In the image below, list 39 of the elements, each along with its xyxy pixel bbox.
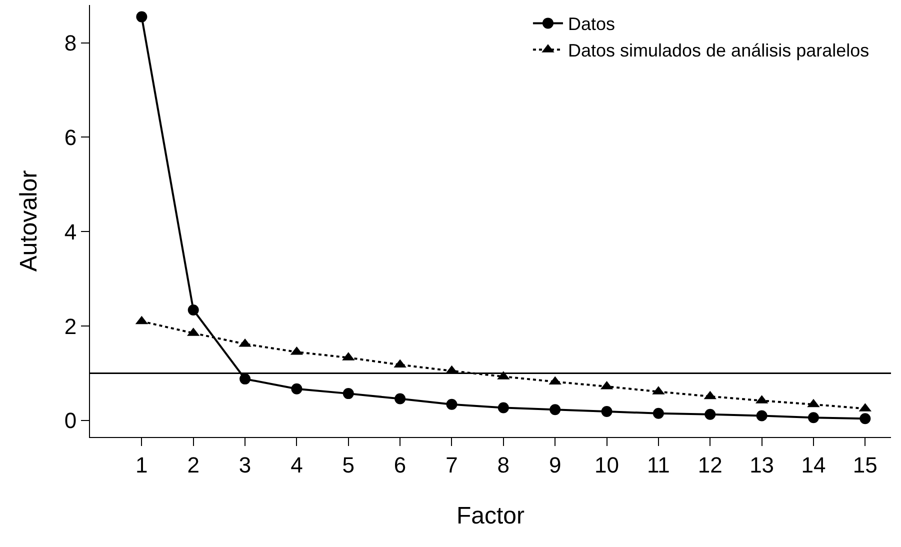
y-tick-label: 8 bbox=[64, 30, 77, 56]
x-tick-label: 12 bbox=[698, 452, 722, 478]
point bbox=[550, 404, 561, 416]
x-tick-label: 2 bbox=[187, 452, 200, 478]
point bbox=[394, 393, 406, 404]
point bbox=[808, 412, 819, 424]
point bbox=[652, 408, 664, 419]
x-tick-label: 7 bbox=[446, 452, 458, 478]
x-tick-label: 9 bbox=[548, 452, 562, 478]
point bbox=[601, 406, 612, 417]
x-tick-label: 5 bbox=[342, 452, 355, 478]
x-tick-label: 15 bbox=[852, 452, 878, 478]
point bbox=[498, 402, 509, 414]
x-tick-label: 1 bbox=[136, 452, 148, 478]
x-axis-title: Factor bbox=[456, 502, 525, 530]
point bbox=[446, 398, 458, 410]
x-tick-label: 4 bbox=[290, 452, 303, 478]
point bbox=[860, 413, 871, 424]
x-tick-label: 11 bbox=[647, 452, 670, 478]
point bbox=[342, 388, 354, 400]
x-tick-label: 13 bbox=[750, 452, 774, 478]
x-tick-label: 14 bbox=[801, 452, 826, 478]
x-tick-label: 6 bbox=[394, 452, 406, 478]
y-axis-title: Autovalor bbox=[15, 170, 42, 272]
x-tick-label: 3 bbox=[238, 452, 252, 478]
legend-label: Datos simulados de análisis paralelos bbox=[568, 40, 870, 61]
y-tick-label: 0 bbox=[64, 408, 77, 434]
x-tick-label: 8 bbox=[497, 452, 510, 478]
y-tick-label: 2 bbox=[64, 314, 77, 339]
x-tick-label: 10 bbox=[594, 452, 620, 478]
point bbox=[756, 410, 768, 422]
legend-label: Datos bbox=[568, 14, 616, 34]
point bbox=[136, 11, 148, 22]
point bbox=[240, 373, 251, 384]
y-tick-label: 6 bbox=[64, 124, 77, 150]
y-tick-label: 4 bbox=[64, 219, 77, 244]
point bbox=[704, 408, 716, 420]
point bbox=[188, 304, 199, 316]
point bbox=[291, 383, 302, 394]
